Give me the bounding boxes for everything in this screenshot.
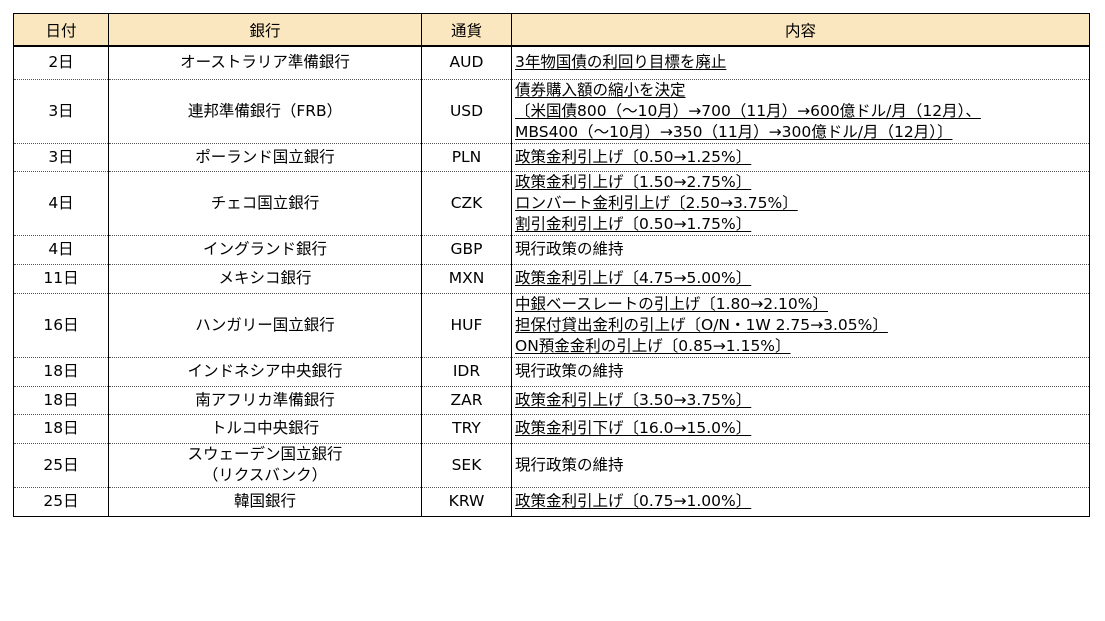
cell-currency: ZAR	[421, 386, 512, 415]
bank-name-line: インドネシア中央銀行	[187, 362, 343, 380]
cell-date: 18日	[13, 386, 109, 415]
content-line: 現行政策の維持	[515, 362, 624, 380]
table-row: 3日 ポーランド国立銀行 PLN 政策金利引上げ〔0.50→1.25%〕	[13, 143, 1090, 172]
cell-bank: オーストラリア準備銀行	[108, 46, 422, 80]
content-line: 債券購入額の縮小を決定	[515, 80, 686, 99]
content-line: 3年物国債の利回り目標を廃止	[515, 53, 727, 72]
content-line: 担保付貸出金利の引上げ〔O/N・1W 2.75→3.05%〕	[515, 315, 888, 334]
cell-currency: MXN	[421, 264, 512, 294]
cell-bank: 韓国銀行	[108, 487, 422, 517]
bank-name-line: ハンガリー国立銀行	[195, 315, 335, 334]
cell-bank: ポーランド国立銀行	[108, 143, 422, 172]
bank-name-line: ポーランド国立銀行	[195, 147, 335, 166]
header-row: 日付 銀行 通貨 内容	[13, 13, 1090, 47]
cell-content: 債券購入額の縮小を決定〔米国債800（～10月）→700（11月）→600億ドル…	[511, 79, 1090, 144]
content-line: ON預金金利の引上げ〔0.85→1.15%〕	[515, 336, 791, 355]
content-line: 中銀ベースレートの引上げ〔1.80→2.10%〕	[515, 294, 828, 313]
content-line: MBS400（～10月）→350（11月）→300億ドル/月（12月）〕	[515, 122, 953, 141]
cell-date: 25日	[13, 443, 109, 488]
cell-date: 18日	[13, 414, 109, 444]
bank-name-line: メキシコ銀行	[218, 269, 312, 287]
bank-name-line: スウェーデン国立銀行	[187, 445, 343, 463]
table-row: 18日 南アフリカ準備銀行 ZAR 政策金利引上げ〔3.50→3.75%〕	[13, 386, 1090, 415]
cell-bank: ハンガリー国立銀行	[108, 293, 422, 358]
cell-bank: トルコ中央銀行	[108, 414, 422, 444]
cell-bank: 南アフリカ準備銀行	[108, 386, 422, 415]
cell-bank: イングランド銀行	[108, 235, 422, 265]
cell-date: 11日	[13, 264, 109, 294]
cell-bank: スウェーデン国立銀行 （リクスバンク）	[108, 443, 422, 488]
central-bank-decisions-table: 日付 銀行 通貨 内容 2日 オーストラリア準備銀行 AUD 3年物国債の利回り目標を…	[13, 13, 1090, 517]
table-row: 3日 連邦準備銀行（FRB） USD 債券購入額の縮小を決定〔米国債800（～10月）…	[13, 79, 1090, 144]
table-row: 2日 オーストラリア準備銀行 AUD 3年物国債の利回り目標を廃止	[13, 46, 1090, 80]
table-row: 4日 チェコ国立銀行 CZK 政策金利引上げ〔1.50→2.75%〕ロンバート金利引上…	[13, 171, 1090, 236]
bank-name-line: 南アフリカ準備銀行	[195, 390, 335, 409]
cell-content: 3年物国債の利回り目標を廃止	[511, 46, 1090, 80]
cell-content: 現行政策の維持	[511, 235, 1090, 265]
cell-currency: KRW	[421, 487, 512, 517]
header-bank: 銀行	[108, 13, 422, 47]
cell-content: 政策金利引上げ〔1.50→2.75%〕ロンバート金利引上げ〔2.50→3.75%…	[511, 171, 1090, 236]
table-row: 16日 ハンガリー国立銀行 HUF 中銀ベースレートの引上げ〔1.80→2.10%〕担…	[13, 293, 1090, 358]
cell-currency: TRY	[421, 414, 512, 444]
cell-currency: CZK	[421, 171, 512, 236]
cell-content: 現行政策の維持	[511, 357, 1090, 387]
content-line: 割引金利引上げ〔0.50→1.75%〕	[515, 214, 752, 233]
cell-date: 2日	[13, 46, 109, 80]
table-row: 4日 イングランド銀行 GBP 現行政策の維持	[13, 235, 1090, 265]
bank-name-line: トルコ中央銀行	[210, 419, 320, 437]
content-line: 現行政策の維持	[515, 455, 624, 474]
cell-bank: メキシコ銀行	[108, 264, 422, 294]
cell-content: 政策金利引上げ〔4.75→5.00%〕	[511, 264, 1090, 294]
table-row: 18日 トルコ中央銀行 TRY 政策金利引下げ〔16.0→15.0%〕	[13, 414, 1090, 444]
cell-currency: HUF	[421, 293, 512, 358]
bank-name-line: チェコ国立銀行	[210, 193, 320, 212]
content-line: 現行政策の維持	[515, 240, 624, 258]
content-line: 政策金利引上げ〔0.75→1.00%〕	[515, 492, 752, 510]
bank-name-line: イングランド銀行	[202, 240, 327, 258]
bank-name-line: 韓国銀行	[233, 492, 296, 510]
content-line: 〔米国債800（～10月）→700（11月）→600億ドル/月（12月）、	[515, 101, 981, 120]
header-date: 日付	[13, 13, 109, 47]
table-body: 2日 オーストラリア準備銀行 AUD 3年物国債の利回り目標を廃止 3日 連邦準備銀行（F…	[13, 46, 1090, 517]
bank-name-line: オーストラリア準備銀行	[180, 53, 350, 72]
cell-date: 25日	[13, 487, 109, 517]
table-row: 18日 インドネシア中央銀行 IDR 現行政策の維持	[13, 357, 1090, 387]
cell-content: 現行政策の維持	[511, 443, 1090, 488]
content-line: 政策金利引上げ〔4.75→5.00%〕	[515, 269, 752, 287]
cell-currency: USD	[421, 79, 512, 144]
content-line: 政策金利引下げ〔16.0→15.0%〕	[515, 419, 752, 437]
cell-date: 16日	[13, 293, 109, 358]
cell-date: 4日	[13, 235, 109, 265]
cell-content: 政策金利引下げ〔16.0→15.0%〕	[511, 414, 1090, 444]
content-line: ロンバート金利引上げ〔2.50→3.75%〕	[515, 193, 798, 212]
cell-bank: チェコ国立銀行	[108, 171, 422, 236]
table-row: 25日 スウェーデン国立銀行 （リクスバンク） SEK 現行政策の維持	[13, 443, 1090, 488]
cell-content: 政策金利引上げ〔0.50→1.25%〕	[511, 143, 1090, 172]
cell-bank: インドネシア中央銀行	[108, 357, 422, 387]
cell-currency: PLN	[421, 143, 512, 172]
cell-date: 3日	[13, 79, 109, 144]
header-content: 内容	[511, 13, 1090, 47]
cell-date: 4日	[13, 171, 109, 236]
cell-currency: IDR	[421, 357, 512, 387]
header-currency: 通貨	[421, 13, 512, 47]
cell-bank: 連邦準備銀行（FRB）	[108, 79, 422, 144]
cell-date: 3日	[13, 143, 109, 172]
cell-content: 中銀ベースレートの引上げ〔1.80→2.10%〕担保付貸出金利の引上げ〔O/N・…	[511, 293, 1090, 358]
cell-content: 政策金利引上げ〔0.75→1.00%〕	[511, 487, 1090, 517]
cell-currency: GBP	[421, 235, 512, 265]
cell-currency: SEK	[421, 443, 512, 488]
cell-currency: AUD	[421, 46, 512, 80]
bank-name-line: 連邦準備銀行（FRB）	[187, 101, 343, 120]
table-row: 25日 韓国銀行 KRW 政策金利引上げ〔0.75→1.00%〕	[13, 487, 1090, 517]
bank-name-line: （リクスバンク）	[202, 466, 328, 484]
cell-content: 政策金利引上げ〔3.50→3.75%〕	[511, 386, 1090, 415]
cell-date: 18日	[13, 357, 109, 387]
table-row: 11日 メキシコ銀行 MXN 政策金利引上げ〔4.75→5.00%〕	[13, 264, 1090, 294]
content-line: 政策金利引上げ〔1.50→2.75%〕	[515, 172, 752, 191]
content-line: 政策金利引上げ〔3.50→3.75%〕	[515, 390, 752, 409]
content-line: 政策金利引上げ〔0.50→1.25%〕	[515, 147, 752, 166]
